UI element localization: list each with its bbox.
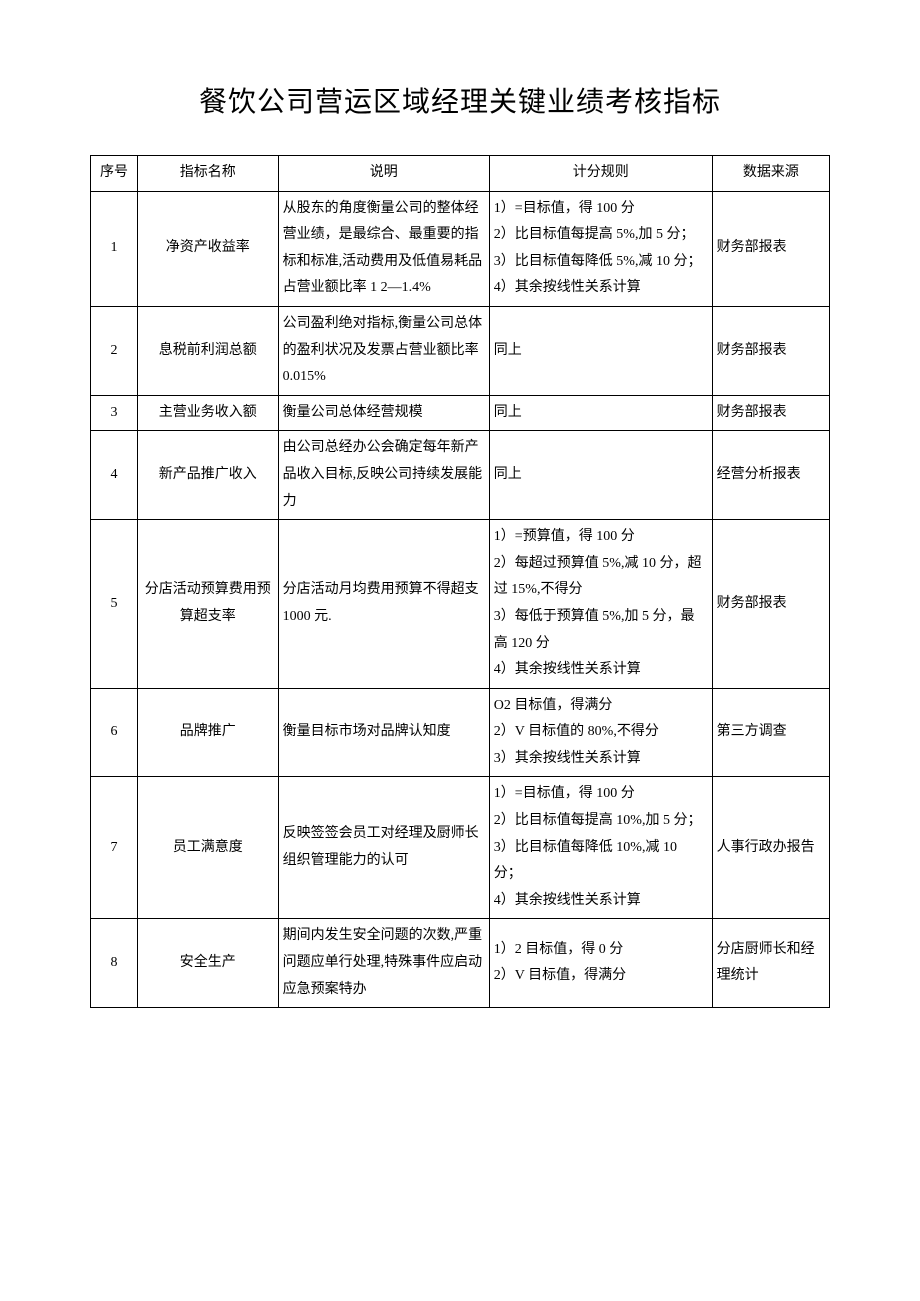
cell-src: 财务部报表 (712, 306, 829, 395)
table-row: 3主营业务收入额衡量公司总体经营规模同上财务部报表 (91, 395, 830, 431)
cell-desc: 由公司总经办公会确定每年新产品收入目标,反映公司持续发展能力 (278, 431, 489, 520)
header-src: 数据来源 (712, 156, 829, 192)
cell-src: 财务部报表 (712, 191, 829, 306)
cell-seq: 2 (91, 306, 138, 395)
cell-name: 主营业务收入额 (137, 395, 278, 431)
cell-desc: 衡量目标市场对品牌认知度 (278, 688, 489, 777)
cell-src: 分店厨师长和经理统计 (712, 919, 829, 1008)
header-desc: 说明 (278, 156, 489, 192)
cell-seq: 5 (91, 520, 138, 689)
cell-rule: 1）=目标值，得 100 分 2）比目标值每提高 5%,加 5 分； 3）比目标… (489, 191, 712, 306)
table-row: 6品牌推广衡量目标市场对品牌认知度O2 目标值，得满分 2）V 目标值的 80%… (91, 688, 830, 777)
cell-seq: 1 (91, 191, 138, 306)
cell-rule: 同上 (489, 395, 712, 431)
kpi-table: 序号 指标名称 说明 计分规则 数据来源 1净资产收益率从股东的角度衡量公司的整… (90, 155, 830, 1008)
cell-name: 安全生产 (137, 919, 278, 1008)
table-row: 8安全生产期间内发生安全问题的次数,严重问题应单行处理,特殊事件应启动应急预案特… (91, 919, 830, 1008)
cell-name: 品牌推广 (137, 688, 278, 777)
cell-seq: 4 (91, 431, 138, 520)
page-title: 餐饮公司营运区域经理关键业绩考核指标 (90, 80, 830, 120)
cell-name: 净资产收益率 (137, 191, 278, 306)
cell-name: 分店活动预算费用预算超支率 (137, 520, 278, 689)
cell-name: 员工满意度 (137, 777, 278, 919)
table-row: 1净资产收益率从股东的角度衡量公司的整体经营业绩，是最综合、最重要的指标和标准,… (91, 191, 830, 306)
cell-seq: 8 (91, 919, 138, 1008)
table-row: 2息税前利润总额公司盈利绝对指标,衡量公司总体的盈利状况及发票占营业额比率 0.… (91, 306, 830, 395)
cell-seq: 6 (91, 688, 138, 777)
cell-src: 财务部报表 (712, 520, 829, 689)
cell-src: 人事行政办报告 (712, 777, 829, 919)
cell-rule: 1）=目标值，得 100 分 2）比目标值每提高 10%,加 5 分； 3）比目… (489, 777, 712, 919)
cell-rule: O2 目标值，得满分 2）V 目标值的 80%,不得分 3）其余按线性关系计算 (489, 688, 712, 777)
table-body: 1净资产收益率从股东的角度衡量公司的整体经营业绩，是最综合、最重要的指标和标准,… (91, 191, 830, 1008)
cell-desc: 分店活动月均费用预算不得超支 1000 元. (278, 520, 489, 689)
cell-src: 第三方调查 (712, 688, 829, 777)
header-name: 指标名称 (137, 156, 278, 192)
cell-name: 新产品推广收入 (137, 431, 278, 520)
cell-desc: 衡量公司总体经营规模 (278, 395, 489, 431)
cell-rule: 同上 (489, 306, 712, 395)
cell-name: 息税前利润总额 (137, 306, 278, 395)
cell-rule: 1）2 目标值，得 0 分 2）V 目标值，得满分 (489, 919, 712, 1008)
table-row: 4新产品推广收入由公司总经办公会确定每年新产品收入目标,反映公司持续发展能力同上… (91, 431, 830, 520)
cell-desc: 公司盈利绝对指标,衡量公司总体的盈利状况及发票占营业额比率 0.015% (278, 306, 489, 395)
cell-seq: 7 (91, 777, 138, 919)
cell-desc: 反映签签会员工对经理及厨师长组织管理能力的认可 (278, 777, 489, 919)
cell-src: 财务部报表 (712, 395, 829, 431)
cell-src: 经营分析报表 (712, 431, 829, 520)
cell-desc: 从股东的角度衡量公司的整体经营业绩，是最综合、最重要的指标和标准,活动费用及低值… (278, 191, 489, 306)
table-row: 5分店活动预算费用预算超支率分店活动月均费用预算不得超支 1000 元.1）=预… (91, 520, 830, 689)
table-row: 7员工满意度反映签签会员工对经理及厨师长组织管理能力的认可1）=目标值，得 10… (91, 777, 830, 919)
cell-desc: 期间内发生安全问题的次数,严重问题应单行处理,特殊事件应启动应急预案特办 (278, 919, 489, 1008)
header-seq: 序号 (91, 156, 138, 192)
header-rule: 计分规则 (489, 156, 712, 192)
table-header-row: 序号 指标名称 说明 计分规则 数据来源 (91, 156, 830, 192)
cell-rule: 1）=预算值，得 100 分 2）每超过预算值 5%,减 10 分，超过 15%… (489, 520, 712, 689)
cell-rule: 同上 (489, 431, 712, 520)
cell-seq: 3 (91, 395, 138, 431)
